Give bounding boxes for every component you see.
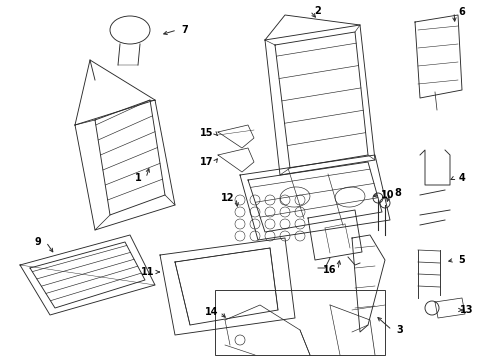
Text: 12: 12 xyxy=(221,193,234,203)
Text: 8: 8 xyxy=(394,188,401,198)
Text: 1: 1 xyxy=(134,173,141,183)
Text: 9: 9 xyxy=(35,237,41,247)
Text: 10: 10 xyxy=(381,190,394,200)
Text: 13: 13 xyxy=(459,305,473,315)
Text: 14: 14 xyxy=(205,307,218,317)
Text: 17: 17 xyxy=(200,157,213,167)
Text: 2: 2 xyxy=(314,6,321,16)
Text: 4: 4 xyxy=(458,173,465,183)
Text: 15: 15 xyxy=(200,128,213,138)
Text: 11: 11 xyxy=(141,267,154,277)
Text: 7: 7 xyxy=(181,25,188,35)
Text: 3: 3 xyxy=(396,325,403,335)
Bar xyxy=(215,290,384,355)
Text: 16: 16 xyxy=(323,265,336,275)
Text: 5: 5 xyxy=(458,255,465,265)
Text: 6: 6 xyxy=(458,7,465,17)
